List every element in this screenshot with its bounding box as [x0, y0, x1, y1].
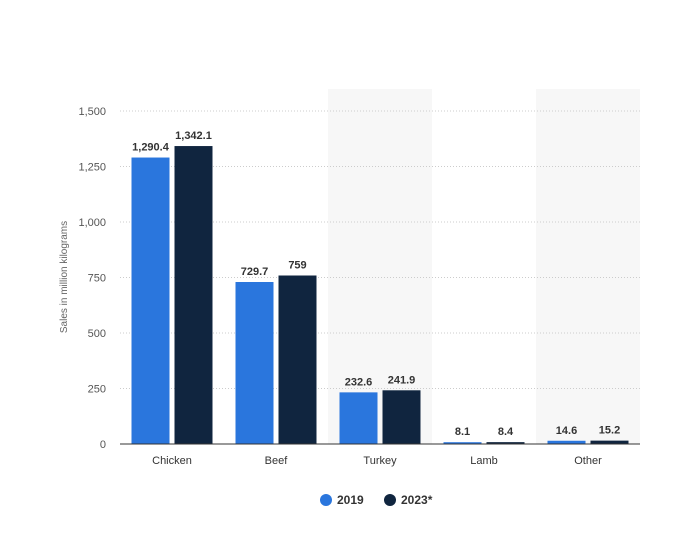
y-tick-label: 1,250 — [78, 162, 106, 174]
data-label: 729.7 — [241, 266, 269, 278]
x-category-label: Other — [574, 455, 602, 467]
data-label: 1,342.1 — [175, 130, 212, 142]
band-turkey — [328, 89, 432, 444]
y-tick-label: 500 — [88, 328, 106, 340]
x-category-label: Lamb — [470, 455, 498, 467]
y-axis-label: Sales in million kilograms — [59, 221, 70, 333]
legend-label[interactable]: 2023* — [401, 493, 433, 507]
legend-marker[interactable] — [384, 494, 396, 506]
x-category-label: Turkey — [363, 455, 397, 467]
bar-beef-2019[interactable] — [235, 282, 274, 444]
bar-other-2019[interactable] — [547, 440, 586, 444]
data-label: 14.6 — [556, 425, 577, 437]
x-category-label: Chicken — [152, 455, 192, 467]
y-tick-label: 750 — [88, 273, 106, 285]
bar-turkey-2019[interactable] — [339, 392, 378, 444]
bar-lamb-2019[interactable] — [443, 442, 482, 444]
data-label: 15.2 — [599, 425, 620, 437]
data-label: 8.1 — [455, 426, 470, 438]
data-labels: 1,290.4 1,342.1 729.7 759 232.6 241.9 8.1 8.4 14… — [132, 130, 620, 438]
bar-beef-2023[interactable] — [278, 275, 317, 444]
band-other — [536, 89, 640, 444]
x-category-label: Beef — [265, 455, 289, 467]
bar-other-2023[interactable] — [590, 440, 629, 444]
y-tick-label: 1,500 — [78, 106, 106, 118]
data-label: 759 — [288, 260, 306, 272]
data-label: 241.9 — [388, 374, 416, 386]
bar-chicken-2019[interactable] — [131, 157, 170, 445]
data-label: 232.6 — [345, 376, 373, 388]
y-axis-ticks: 0 250 500 750 1,000 1,250 1,500 — [78, 106, 106, 451]
x-axis-categories: Chicken Beef Turkey Lamb Other — [152, 455, 602, 467]
bar-chicken-2023[interactable] — [174, 146, 213, 444]
data-label: 8.4 — [498, 426, 514, 438]
y-tick-label: 0 — [100, 439, 106, 451]
y-tick-label: 1,000 — [78, 217, 106, 229]
data-label: 1,290.4 — [132, 142, 170, 154]
category-bands — [328, 89, 640, 444]
bar-lamb-2023[interactable] — [486, 442, 525, 444]
y-tick-label: 250 — [88, 384, 106, 396]
bar-turkey-2023[interactable] — [382, 390, 421, 444]
legend: 2019 2023* — [320, 493, 433, 507]
legend-label[interactable]: 2019 — [337, 493, 364, 507]
legend-marker[interactable] — [320, 494, 332, 506]
bars — [131, 146, 629, 445]
